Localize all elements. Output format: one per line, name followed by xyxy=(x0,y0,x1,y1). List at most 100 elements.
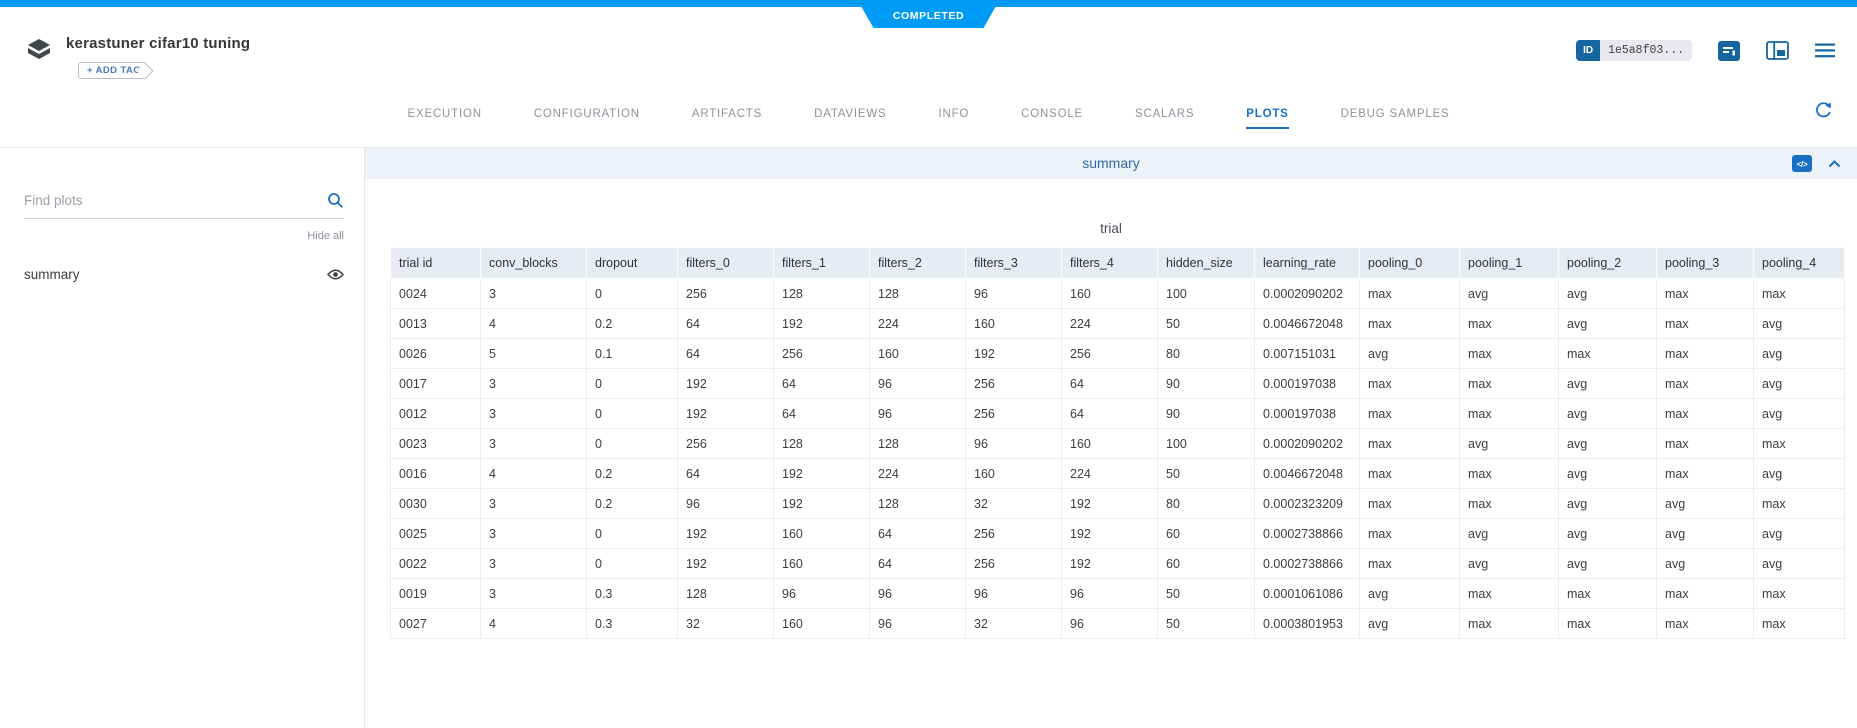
table-row: 0017 3 0 192 64 96 256 64 90 0.000197038 max max avg… xyxy=(390,368,1845,399)
column-header-filters_4: filters_4 xyxy=(1061,247,1158,279)
table-cell: 256 xyxy=(677,428,774,459)
table-cell: max xyxy=(1459,458,1559,489)
table-row: 0023 3 0 256 128 128 96 160 100 0.0002090202 max av… xyxy=(390,428,1845,459)
search-input[interactable] xyxy=(24,193,327,208)
table-cell: 128 xyxy=(773,428,870,459)
table-cell: 5 xyxy=(480,338,587,369)
column-header-filters_3: filters_3 xyxy=(965,247,1062,279)
table-cell: 192 xyxy=(677,518,774,549)
table-cell: avg xyxy=(1656,488,1754,519)
add-tag-button[interactable]: + ADD TAG xyxy=(78,62,146,79)
column-header-learning_rate: learning_rate xyxy=(1254,247,1360,279)
table-cell: 160 xyxy=(1061,278,1158,309)
table-cell: 0.3 xyxy=(586,578,678,609)
table-cell: 224 xyxy=(869,308,966,339)
sidebar-item-summary[interactable]: summary xyxy=(24,258,344,290)
table-cell: 80 xyxy=(1157,488,1255,519)
table-cell: avg xyxy=(1359,608,1460,639)
table-cell: max xyxy=(1656,338,1754,369)
table-cell: avg xyxy=(1558,488,1657,519)
table-cell: 0026 xyxy=(390,338,481,369)
tab-configuration[interactable]: CONFIGURATION xyxy=(508,104,666,129)
trial-table-wrap: trial id conv_blocks dropout filters_0 filte… xyxy=(390,247,1845,639)
tab-artifacts[interactable]: ARTIFACTS xyxy=(666,104,788,129)
hide-all-button[interactable]: Hide all xyxy=(307,230,344,242)
tab-label: EXECUTION xyxy=(407,108,482,120)
experiment-title: kerastuner cifar10 tuning xyxy=(66,35,251,52)
table-cell: 256 xyxy=(965,398,1062,429)
embed-code-icon[interactable]: </> xyxy=(1792,155,1812,172)
table-cell: 64 xyxy=(773,368,870,399)
table-cell: 192 xyxy=(773,488,870,519)
table-cell: 90 xyxy=(1157,398,1255,429)
table-cell: max xyxy=(1656,578,1754,609)
table-cell: 160 xyxy=(773,518,870,549)
table-cell: 96 xyxy=(869,608,966,639)
table-cell: 0 xyxy=(586,548,678,579)
table-cell: avg xyxy=(1359,578,1460,609)
table-cell: max xyxy=(1459,308,1559,339)
tab-scalars[interactable]: SCALARS xyxy=(1109,104,1220,129)
table-cell: max xyxy=(1359,428,1460,459)
plots-sidebar: Hide all summary xyxy=(0,148,365,728)
table-cell: max xyxy=(1359,458,1460,489)
table-cell: avg xyxy=(1656,518,1754,549)
table-cell: 0.2 xyxy=(586,488,678,519)
table-cell: max xyxy=(1359,488,1460,519)
tab-dataviews[interactable]: DATAVIEWS xyxy=(788,104,912,129)
id-badge: ID xyxy=(1576,40,1601,61)
table-cell: 64 xyxy=(773,398,870,429)
table-cell: max xyxy=(1359,548,1460,579)
layout-panel-icon[interactable] xyxy=(1766,41,1789,60)
table-cell: 128 xyxy=(677,578,774,609)
tab-debug-samples[interactable]: DEBUG SAMPLES xyxy=(1315,104,1476,129)
table-cell: 64 xyxy=(1061,398,1158,429)
table-cell: max xyxy=(1359,368,1460,399)
table-cell: 50 xyxy=(1157,578,1255,609)
table-cell: max xyxy=(1753,578,1845,609)
table-cell: 224 xyxy=(1061,308,1158,339)
visibility-eye-icon[interactable] xyxy=(327,269,344,280)
search-icon[interactable] xyxy=(327,192,344,209)
column-header-filters_1: filters_1 xyxy=(773,247,870,279)
table-cell: 0.007151031 xyxy=(1254,338,1360,369)
table-cell: 3 xyxy=(480,278,587,309)
table-cell: max xyxy=(1359,308,1460,339)
tab-bar: EXECUTION CONFIGURATION ARTIFACTS DATAVI… xyxy=(0,104,1857,129)
table-cell: 256 xyxy=(965,518,1062,549)
find-plots-search[interactable] xyxy=(24,192,344,219)
table-cell: 0030 xyxy=(390,488,481,519)
table-cell: 128 xyxy=(869,488,966,519)
table-cell: 0.000197038 xyxy=(1254,368,1360,399)
table-cell: 128 xyxy=(869,278,966,309)
menu-icon[interactable] xyxy=(1815,43,1835,58)
tab-plots[interactable]: PLOTS xyxy=(1220,104,1314,129)
auto-refresh-icon[interactable] xyxy=(1814,101,1833,125)
table-cell: 192 xyxy=(965,338,1062,369)
table-cell: 4 xyxy=(480,608,587,639)
table-cell: max xyxy=(1459,608,1559,639)
status-badge-label: COMPLETED xyxy=(892,10,965,22)
tab-console[interactable]: CONSOLE xyxy=(995,104,1109,129)
table-cell: 96 xyxy=(677,488,774,519)
status-badge: COMPLETED xyxy=(858,0,1000,28)
table-cell: 3 xyxy=(480,398,587,429)
table-cell: max xyxy=(1656,608,1754,639)
plot-panel-header: summary </> xyxy=(365,148,1857,179)
table-cell: max xyxy=(1656,278,1754,309)
experiment-id-chip[interactable]: ID 1e5a8f03... xyxy=(1576,40,1692,61)
table-cell: 0.0002323209 xyxy=(1254,488,1360,519)
table-cell: 0025 xyxy=(390,518,481,549)
add-tag-label: + ADD TAG xyxy=(87,65,142,76)
table-cell: avg xyxy=(1558,548,1657,579)
details-panel-icon[interactable] xyxy=(1718,40,1740,61)
tab-info[interactable]: INFO xyxy=(912,104,995,129)
table-cell: 0012 xyxy=(390,398,481,429)
plot-panel-title: summary xyxy=(1082,155,1140,171)
tab-execution[interactable]: EXECUTION xyxy=(382,104,508,129)
table-cell: 0017 xyxy=(390,368,481,399)
table-cell: avg xyxy=(1558,398,1657,429)
column-header-hidden_size: hidden_size xyxy=(1157,247,1255,279)
chevron-up-icon[interactable] xyxy=(1828,159,1841,168)
table-cell: 3 xyxy=(480,488,587,519)
